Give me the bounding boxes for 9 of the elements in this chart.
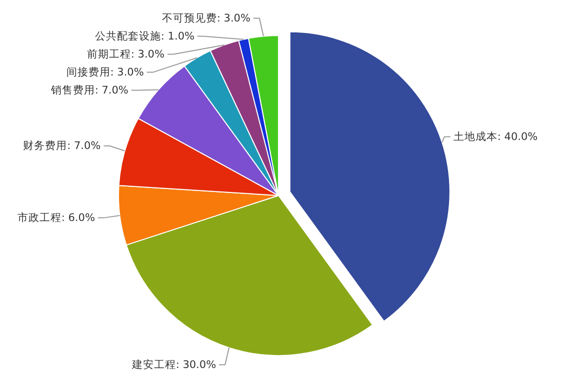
slice-label: 前期工程: 3.0%	[86, 48, 164, 60]
slice-label: 土地成本: 40.0%	[453, 130, 538, 143]
slice-label: 市政工程: 6.0%	[17, 210, 95, 224]
slice-label: 公共配套设施: 1.0%	[94, 29, 194, 42]
slice-label: 间接费用: 3.0%	[66, 65, 144, 78]
slice-label: 不可预见费: 3.0%	[162, 11, 250, 24]
slice-label: 销售费用: 7.0%	[50, 83, 128, 96]
slice-label: 财务费用: 7.0%	[23, 138, 101, 152]
slice-label: 建安工程: 30.0%	[130, 358, 216, 371]
